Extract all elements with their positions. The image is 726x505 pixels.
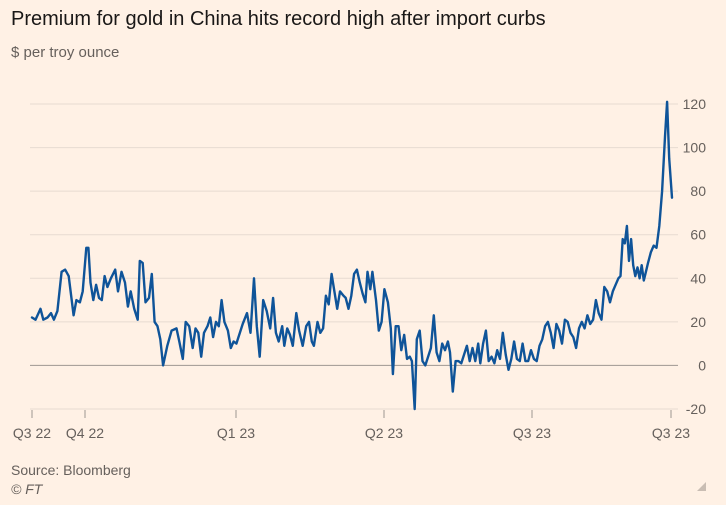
y-tick-label: 40 xyxy=(690,270,706,286)
series-layer xyxy=(30,100,674,411)
y-tick-label: 80 xyxy=(690,183,706,199)
y-tick-label: 120 xyxy=(683,96,707,112)
y-tick-label: 20 xyxy=(690,314,706,330)
ft-credit: © FT xyxy=(11,481,43,497)
x-axis-ticks: Q3 22 Q4 22 Q1 23 Q2 23 Q3 23 Q3 23 xyxy=(13,410,690,441)
chart-title: Premium for gold in China hits record hi… xyxy=(11,8,546,30)
x-tick-label: Q3 23 xyxy=(652,425,690,441)
x-tick-label: Q4 22 xyxy=(66,425,104,441)
gridlines xyxy=(30,103,678,410)
resize-handle-icon xyxy=(697,482,706,491)
x-tick-label: Q3 22 xyxy=(13,425,51,441)
y-tick-label: 100 xyxy=(683,140,707,156)
y-tick-label: 60 xyxy=(690,227,706,243)
source-note: Source: Bloomberg xyxy=(11,462,131,478)
y-axis-ticks: -20 0 20 40 60 80 100 120 xyxy=(683,96,707,417)
y-tick-label: -20 xyxy=(686,401,706,417)
x-tick-label: Q2 23 xyxy=(365,425,403,441)
chart-subtitle: $ per troy ounce xyxy=(11,44,120,61)
premium-series-line xyxy=(30,100,674,411)
x-tick-label: Q1 23 xyxy=(217,425,255,441)
y-tick-label: 0 xyxy=(698,357,706,373)
x-tick-label: Q3 23 xyxy=(513,425,551,441)
